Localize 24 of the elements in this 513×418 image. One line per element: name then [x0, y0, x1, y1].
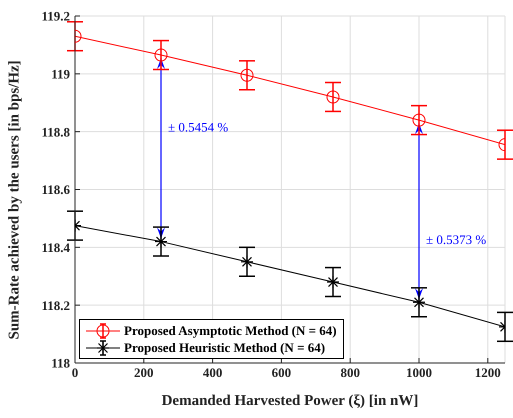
x-tick-label: 200 [134, 365, 154, 380]
point [326, 90, 340, 104]
y-tick-label: 118.2 [41, 298, 70, 313]
y-tick-label: 118 [51, 356, 70, 371]
annotation: ± 0.5373 % [426, 232, 486, 248]
annotation: ± 0.5454 % [168, 119, 228, 134]
y-tick-label: 118.4 [41, 240, 70, 255]
legend-label: Proposed Asymptotic Method (N = 64) [124, 322, 337, 338]
y-tick-label: 118.8 [41, 124, 70, 140]
point [240, 255, 254, 268]
x-tick-label: 1000 [406, 365, 432, 380]
y-tick-label: 118.6 [41, 182, 70, 198]
point [326, 275, 340, 289]
x-tick-label: 1200 [474, 365, 501, 380]
y-axis-title: Sum-Rate achieved by the users [in bps/Hz] [6, 60, 22, 340]
y-tick-label: 119 [51, 66, 70, 82]
point [240, 68, 254, 82]
x-tick-label: 600 [272, 365, 292, 380]
x-tick-label: 400 [202, 365, 222, 380]
x-tick-label: 0 [72, 365, 78, 380]
legend-label: Proposed Heuristic Method (N = 64) [124, 340, 326, 356]
x-axis-title: Demanded Harvested Power (ξ) [in nW] [162, 393, 418, 409]
x-tick-label: 800 [340, 365, 360, 380]
y-tick-label: 119.2 [41, 8, 70, 24]
